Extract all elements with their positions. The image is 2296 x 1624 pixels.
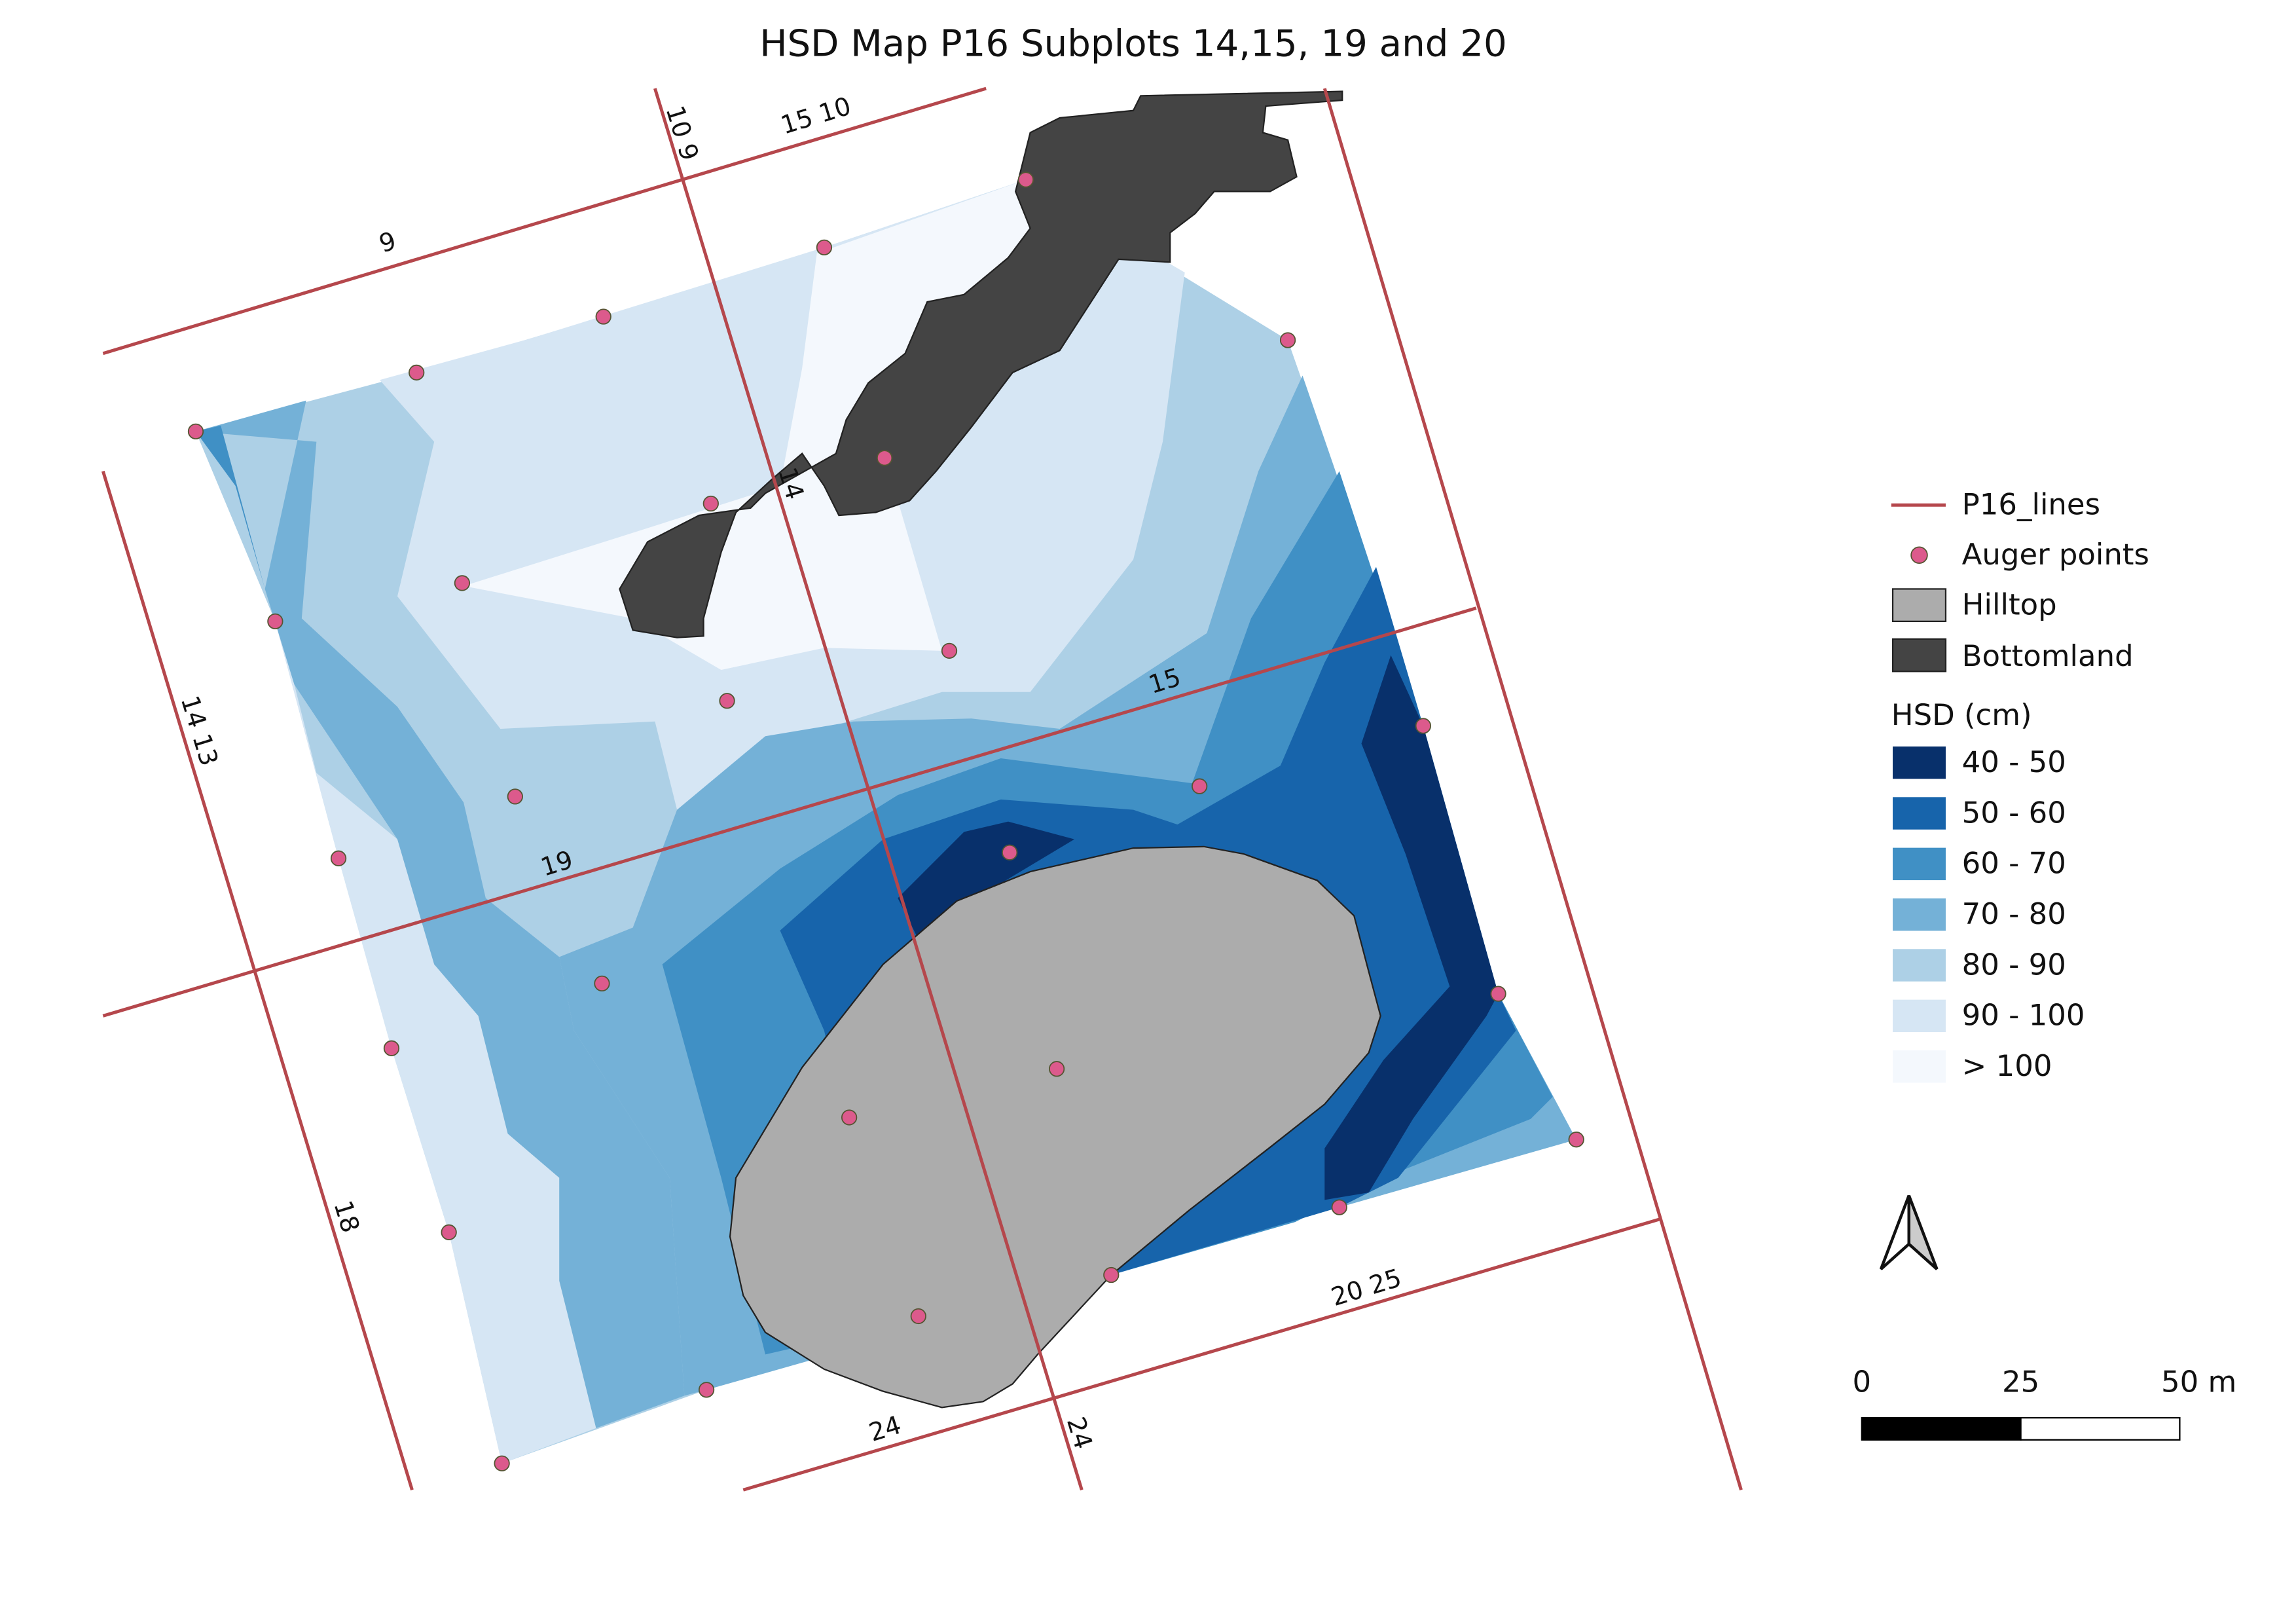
scale-label: 50 m xyxy=(2161,1364,2236,1399)
auger-point xyxy=(1017,172,1034,188)
contour-90-100 xyxy=(275,621,596,1464)
contour-over-100 xyxy=(464,179,1030,671)
scale-bar: 0 25 50 m xyxy=(1853,1364,2236,1441)
auger-point xyxy=(1279,332,1296,348)
auger-points xyxy=(187,172,1584,1471)
auger-point xyxy=(702,495,719,512)
legend-hsd-swatch xyxy=(1893,847,1946,881)
auger-point xyxy=(595,308,611,325)
auger-point xyxy=(409,364,425,381)
legend-label: 50 - 60 xyxy=(1962,795,2066,830)
legend-label: Hilltop xyxy=(1962,587,2057,621)
auger-point xyxy=(1490,986,1506,1002)
legend-hsd-swatch xyxy=(1893,949,1946,982)
auger-point xyxy=(876,450,893,466)
auger-point xyxy=(941,642,958,659)
legend-label: > 100 xyxy=(1962,1048,2052,1083)
legend-hsd-swatch xyxy=(1893,898,1946,931)
legend-hilltop-symbol xyxy=(1891,588,1947,622)
auger-point xyxy=(816,239,833,256)
auger-point xyxy=(494,1455,510,1471)
legend-bottomland-symbol xyxy=(1891,638,1947,673)
auger-point xyxy=(1048,1061,1065,1077)
legend-label: 70 - 80 xyxy=(1962,896,2066,931)
hilltop xyxy=(729,845,1381,1409)
legend-label: Bottomland xyxy=(1962,638,2134,673)
legend-point-symbol xyxy=(1910,546,1928,564)
auger-point xyxy=(187,423,204,440)
auger-point xyxy=(910,1308,926,1325)
p16-line xyxy=(102,86,987,356)
legend-title: HSD (cm) xyxy=(1891,697,2032,732)
scale-bar-segment xyxy=(1861,1416,2022,1441)
auger-point xyxy=(330,850,347,866)
auger-point xyxy=(594,975,610,992)
legend-label: 60 - 70 xyxy=(1962,846,2066,881)
auger-point xyxy=(698,1382,715,1398)
bottomland xyxy=(619,90,1343,638)
auger-point xyxy=(841,1109,858,1126)
scale-label: 25 xyxy=(2002,1364,2039,1399)
legend-label: Auger points xyxy=(1962,537,2149,572)
auger-point xyxy=(1103,1266,1120,1283)
auger-point xyxy=(383,1040,400,1056)
scale-label: 0 xyxy=(1853,1364,1872,1399)
auger-point xyxy=(267,613,283,630)
scale-bar-segment xyxy=(2020,1416,2181,1441)
auger-point xyxy=(1568,1132,1584,1148)
legend-hsd-swatch xyxy=(1893,1050,1946,1083)
p16-line xyxy=(1322,88,1743,1490)
contour-40-50 xyxy=(898,821,1075,942)
auger-point xyxy=(441,1224,457,1240)
legend-hsd-swatch xyxy=(1893,746,1946,779)
legend: P16_lines Auger points Hilltop Bottomlan… xyxy=(1891,487,2149,1083)
auger-point xyxy=(507,788,523,805)
p16-line xyxy=(102,606,1477,1018)
auger-point xyxy=(454,575,471,591)
legend-label: 40 - 50 xyxy=(1962,745,2066,779)
auger-point xyxy=(1192,778,1208,794)
north-arrow xyxy=(1879,1194,1939,1270)
auger-point xyxy=(1002,844,1018,860)
p16-line xyxy=(101,470,414,1490)
legend-label: P16_lines xyxy=(1962,487,2100,522)
auger-point xyxy=(719,693,735,709)
legend-hsd-swatch xyxy=(1893,999,1946,1033)
p16-lines xyxy=(101,86,1743,1492)
legend-label: 80 - 90 xyxy=(1962,947,2066,982)
legend-label: 90 - 100 xyxy=(1962,998,2085,1033)
legend-hsd-swatch xyxy=(1893,797,1946,830)
contour-40-50 xyxy=(1324,655,1499,1200)
auger-point xyxy=(1415,718,1432,734)
p16-line xyxy=(742,1217,1661,1492)
map-title: HSD Map P16 Subplots 14,15, 19 and 20 xyxy=(759,23,1506,65)
auger-point xyxy=(1331,1199,1347,1215)
